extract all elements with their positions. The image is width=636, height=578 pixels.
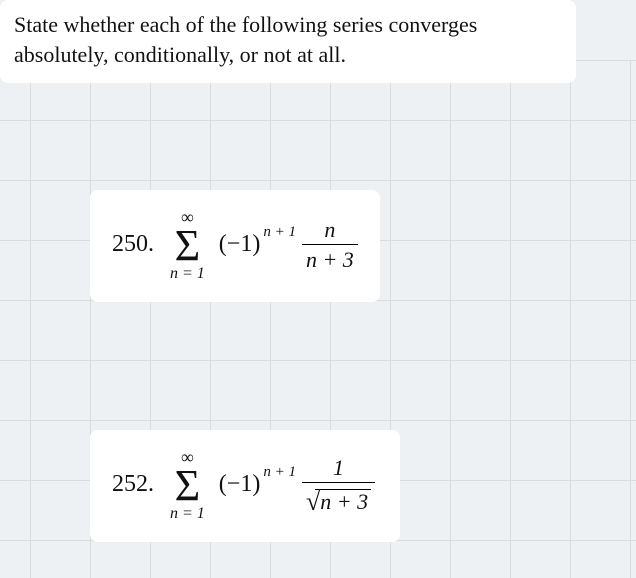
- problem-row: 252. ∞ Σ n = 1 (−1) n + 1 1 √ n + 3: [112, 448, 378, 522]
- coefficient: (−1): [219, 471, 261, 498]
- fraction-bar: [302, 482, 375, 483]
- sigma-glyph: Σ: [175, 466, 201, 506]
- fraction-bar: [302, 244, 358, 245]
- problem-250: 250. ∞ Σ n = 1 (−1) n + 1 n n + 3: [90, 190, 380, 302]
- problem-row: 250. ∞ Σ n = 1 (−1) n + 1 n n + 3: [112, 208, 358, 282]
- coefficient: (−1): [219, 231, 261, 258]
- numerator: 1: [329, 456, 348, 479]
- instruction-text: State whether each of the following seri…: [14, 12, 477, 67]
- sum-lower: n = 1: [170, 266, 205, 282]
- sum-lower: n = 1: [170, 506, 205, 522]
- summation-symbol: ∞ Σ n = 1: [170, 208, 205, 282]
- fraction: 1 √ n + 3: [302, 456, 375, 513]
- series-term: (−1) n + 1 n n + 3: [219, 218, 358, 271]
- sigma-glyph: Σ: [175, 226, 201, 266]
- exponent: n + 1: [263, 224, 296, 241]
- fraction: n n + 3: [302, 218, 358, 271]
- problem-number: 252.: [112, 471, 154, 498]
- denominator: n + 3: [302, 248, 358, 271]
- summation-symbol: ∞ Σ n = 1: [170, 448, 205, 522]
- series-term: (−1) n + 1 1 √ n + 3: [219, 456, 375, 513]
- exponent: n + 1: [263, 464, 296, 481]
- square-root: √ n + 3: [306, 486, 371, 513]
- problem-252: 252. ∞ Σ n = 1 (−1) n + 1 1 √ n + 3: [90, 430, 400, 542]
- radicand: n + 3: [315, 489, 371, 513]
- radical-symbol: √: [306, 488, 320, 515]
- numerator: n: [320, 218, 339, 241]
- denominator: √ n + 3: [302, 486, 375, 513]
- problem-number: 250.: [112, 231, 154, 258]
- instruction-panel: State whether each of the following seri…: [0, 0, 576, 83]
